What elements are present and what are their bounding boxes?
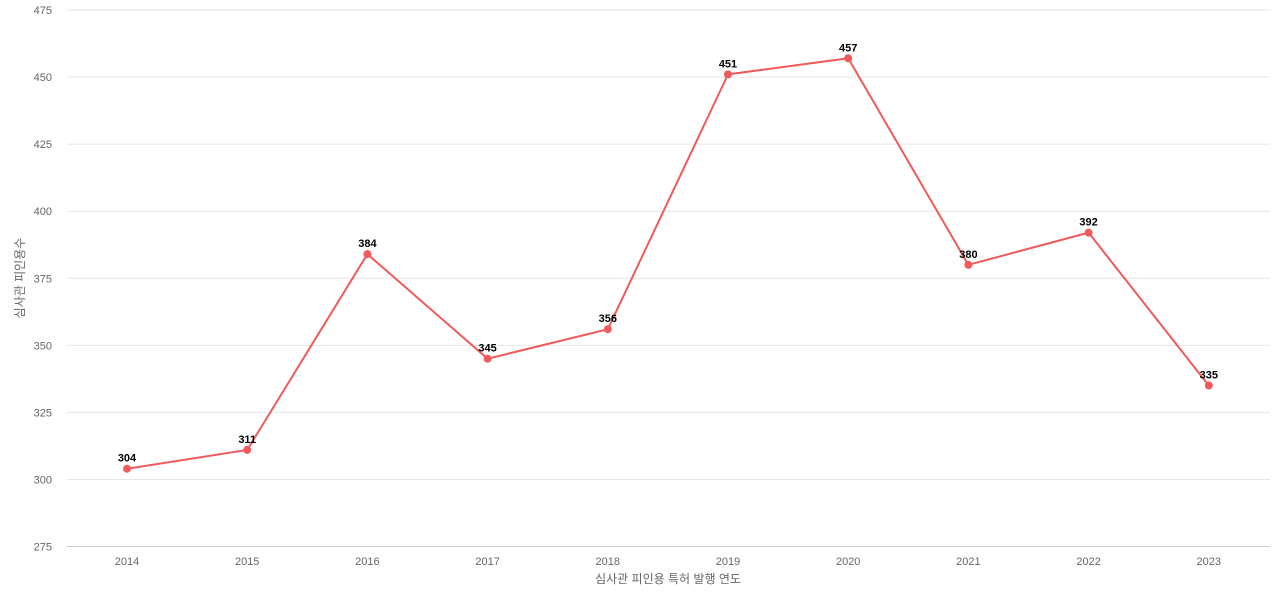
series-line-layer <box>126 57 1210 470</box>
data-point[interactable] <box>123 464 131 473</box>
data-labels: 304 311 384 345 356 451 457 380 392 335 <box>118 42 1218 464</box>
x-tick-label: 2022 <box>1076 556 1100 568</box>
y-axis-title: 심사관 피인용수 <box>13 238 27 319</box>
y-tick-label: 375 <box>34 273 52 285</box>
x-axis-title: 심사관 피인용 특허 발행 연도 <box>595 571 741 586</box>
data-label: 311 <box>238 434 256 446</box>
y-tick-label: 425 <box>34 139 52 151</box>
data-point[interactable] <box>724 70 732 79</box>
data-label: 380 <box>959 249 977 261</box>
data-label: 304 <box>118 453 137 465</box>
series-line <box>126 57 1210 470</box>
y-tick-label: 450 <box>34 72 52 84</box>
y-tick-label: 475 <box>34 5 52 17</box>
x-tick-label: 2015 <box>235 556 259 568</box>
data-label: 356 <box>599 313 617 325</box>
data-point[interactable] <box>964 260 973 269</box>
x-tick-label: 2017 <box>475 556 499 568</box>
y-tick-label: 350 <box>34 340 52 352</box>
data-point[interactable] <box>1204 381 1213 390</box>
y-tick-label: 325 <box>34 407 52 419</box>
data-label: 335 <box>1200 370 1218 382</box>
y-tick-label: 275 <box>34 542 52 554</box>
data-point[interactable] <box>363 250 372 259</box>
y-axis-ticks: 275 300 325 350 375 400 425 450 475 <box>34 5 52 554</box>
x-axis-ticks: 2014 2015 2016 2017 2018 2019 2020 2021 2022 2023 <box>115 556 1221 568</box>
x-tick-label: 2018 <box>596 556 620 568</box>
data-label: 457 <box>839 42 857 54</box>
data-point[interactable] <box>1084 228 1093 237</box>
y-tick-label: 400 <box>34 206 52 218</box>
x-tick-label: 2020 <box>836 556 860 568</box>
data-label: 345 <box>478 343 496 355</box>
y-tick-label: 300 <box>34 474 52 486</box>
x-tick-label: 2014 <box>115 556 139 568</box>
x-tick-label: 2019 <box>716 556 740 568</box>
data-point[interactable] <box>844 54 853 63</box>
x-tick-label: 2023 <box>1197 556 1221 568</box>
x-tick-label: 2021 <box>956 556 980 568</box>
data-label: 384 <box>358 238 377 250</box>
data-points[interactable] <box>123 54 1213 473</box>
gridlines <box>67 9 1270 547</box>
data-point[interactable] <box>483 354 492 363</box>
data-point[interactable] <box>243 445 252 454</box>
x-tick-label: 2016 <box>355 556 379 568</box>
data-point[interactable] <box>603 325 612 334</box>
data-label: 451 <box>719 58 737 70</box>
data-label: 392 <box>1079 217 1097 229</box>
